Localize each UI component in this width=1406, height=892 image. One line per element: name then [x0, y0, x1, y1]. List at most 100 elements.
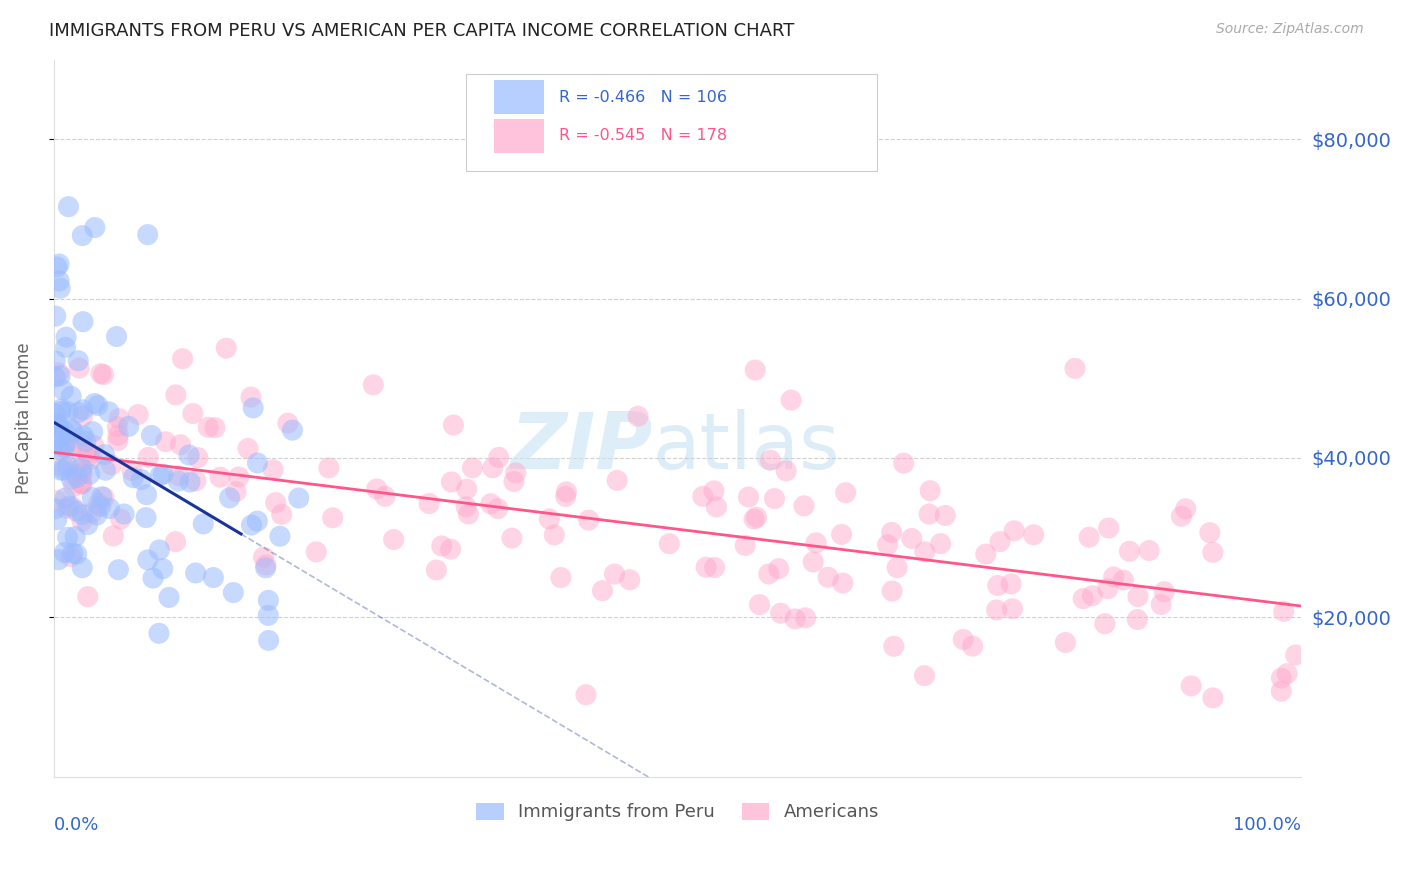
- Americans: [361, 377, 384, 392]
- Americans: [169, 438, 191, 452]
- Immigrants from Peru: [90, 490, 112, 504]
- Americans: [706, 500, 728, 514]
- Americans: [90, 367, 112, 381]
- Americans: [503, 475, 526, 489]
- Immigrants from Peru: [152, 562, 174, 576]
- Immigrants from Peru: [49, 431, 72, 445]
- Immigrants from Peru: [66, 470, 89, 484]
- Immigrants from Peru: [269, 529, 291, 543]
- Immigrants from Peru: [46, 260, 69, 274]
- Americans: [62, 500, 84, 514]
- Immigrants from Peru: [82, 425, 104, 439]
- Americans: [1137, 543, 1160, 558]
- Americans: [501, 531, 523, 545]
- Immigrants from Peru: [46, 440, 69, 454]
- Americans: [52, 440, 75, 454]
- Immigrants from Peru: [135, 488, 157, 502]
- Americans: [768, 562, 790, 576]
- Americans: [703, 483, 725, 498]
- Immigrants from Peru: [254, 561, 277, 575]
- Immigrants from Peru: [97, 405, 120, 419]
- Immigrants from Peru: [49, 443, 72, 458]
- Americans: [834, 485, 856, 500]
- Americans: [952, 632, 974, 647]
- Americans: [425, 563, 447, 577]
- Immigrants from Peru: [242, 401, 264, 415]
- Americans: [737, 490, 759, 504]
- Americans: [1270, 671, 1292, 685]
- Americans: [974, 547, 997, 561]
- Americans: [374, 489, 396, 503]
- Immigrants from Peru: [53, 440, 76, 454]
- Immigrants from Peru: [60, 472, 83, 486]
- Immigrants from Peru: [136, 553, 159, 567]
- Immigrants from Peru: [62, 425, 84, 439]
- Americans: [181, 407, 204, 421]
- Americans: [67, 457, 90, 471]
- Americans: [882, 584, 904, 599]
- Americans: [555, 484, 578, 499]
- Immigrants from Peru: [75, 434, 97, 449]
- Americans: [430, 539, 453, 553]
- Immigrants from Peru: [48, 418, 70, 433]
- Immigrants from Peru: [142, 571, 165, 585]
- Text: ZIP: ZIP: [510, 409, 652, 484]
- Americans: [1150, 598, 1173, 612]
- Americans: [1118, 544, 1140, 558]
- Americans: [831, 527, 853, 541]
- Immigrants from Peru: [67, 405, 90, 419]
- Immigrants from Peru: [45, 417, 67, 432]
- Text: 0.0%: 0.0%: [53, 816, 100, 834]
- Immigrants from Peru: [179, 475, 201, 489]
- Immigrants from Peru: [167, 474, 190, 488]
- Immigrants from Peru: [45, 513, 67, 527]
- Americans: [914, 545, 936, 559]
- Immigrants from Peru: [131, 473, 153, 487]
- Immigrants from Peru: [62, 546, 84, 560]
- Immigrants from Peru: [184, 566, 207, 580]
- Immigrants from Peru: [49, 404, 72, 418]
- Immigrants from Peru: [118, 419, 141, 434]
- Immigrants from Peru: [53, 491, 76, 505]
- Americans: [48, 366, 70, 380]
- Americans: [793, 499, 815, 513]
- Americans: [418, 497, 440, 511]
- Americans: [72, 409, 94, 424]
- Legend: Immigrants from Peru, Americans: Immigrants from Peru, Americans: [470, 796, 886, 829]
- Americans: [127, 408, 149, 422]
- Immigrants from Peru: [55, 340, 77, 354]
- Americans: [55, 436, 77, 450]
- Americans: [165, 534, 187, 549]
- Immigrants from Peru: [58, 499, 80, 513]
- Americans: [184, 474, 207, 488]
- Immigrants from Peru: [135, 510, 157, 524]
- Americans: [456, 500, 478, 514]
- Americans: [603, 567, 626, 582]
- Americans: [763, 491, 786, 506]
- Americans: [382, 533, 405, 547]
- Immigrants from Peru: [53, 436, 76, 450]
- Americans: [758, 566, 780, 581]
- Americans: [62, 479, 84, 493]
- Americans: [1174, 501, 1197, 516]
- Americans: [110, 512, 132, 526]
- Americans: [77, 449, 100, 463]
- Americans: [1000, 577, 1022, 591]
- Americans: [1002, 524, 1025, 538]
- Immigrants from Peru: [44, 370, 66, 384]
- Americans: [121, 464, 143, 478]
- Americans: [543, 528, 565, 542]
- Americans: [1272, 604, 1295, 618]
- Americans: [1098, 521, 1121, 535]
- Americans: [1180, 679, 1202, 693]
- Americans: [228, 470, 250, 484]
- Americans: [204, 420, 226, 434]
- Americans: [59, 549, 82, 564]
- Americans: [1126, 590, 1149, 604]
- Americans: [900, 532, 922, 546]
- Americans: [479, 497, 502, 511]
- Americans: [252, 550, 274, 565]
- Immigrants from Peru: [65, 504, 87, 518]
- Americans: [804, 536, 827, 550]
- Immigrants from Peru: [48, 552, 70, 566]
